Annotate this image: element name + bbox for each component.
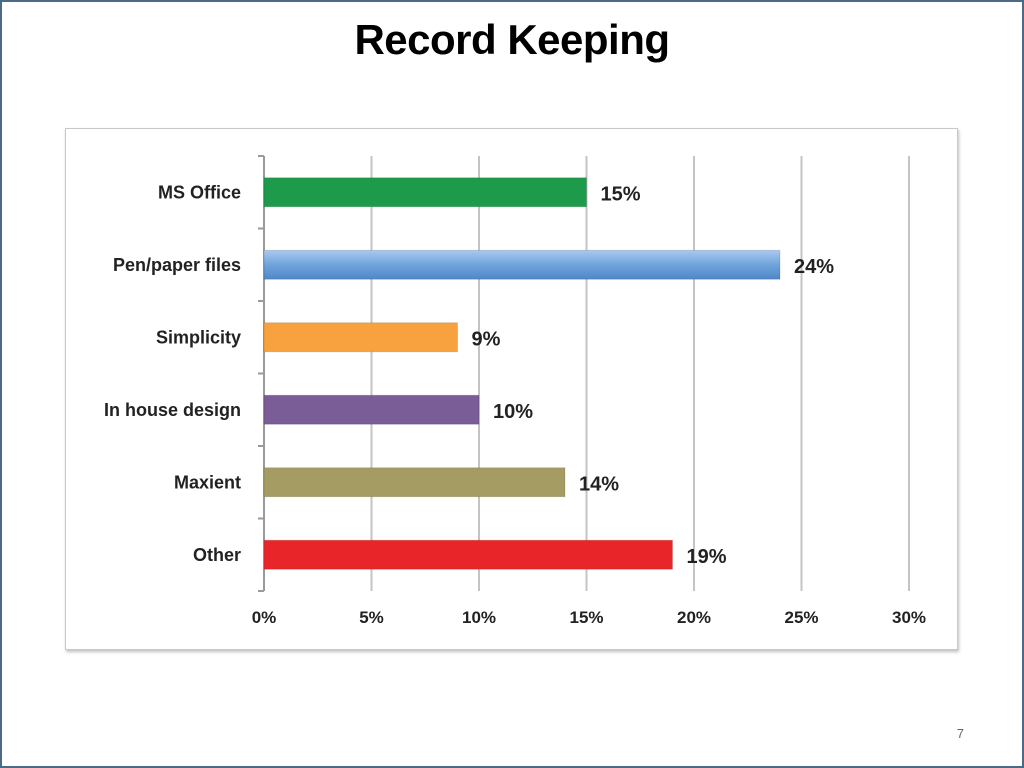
x-tick-label: 5%: [359, 608, 384, 627]
category-label: Other: [193, 545, 241, 565]
bars: [263, 177, 781, 570]
bar: [263, 322, 458, 353]
bar: [263, 467, 566, 498]
data-label: 9%: [472, 328, 501, 350]
data-label: 19%: [687, 546, 727, 568]
bar: [263, 249, 781, 280]
category-label: Maxient: [174, 472, 241, 492]
x-tick-label: 20%: [677, 608, 711, 627]
bar: [263, 539, 673, 570]
page-number: 7: [956, 726, 964, 741]
bar: [263, 394, 480, 425]
category-label: MS Office: [158, 182, 241, 202]
category-label: In house design: [104, 400, 241, 420]
data-label: 15%: [601, 183, 641, 205]
category-axis: [258, 155, 264, 592]
category-label: Simplicity: [156, 327, 241, 347]
gridlines: [263, 156, 910, 591]
bar-chart: 0% 5% 10% 15% 20% 25% 30% MS Office 15% Pen/paper…: [104, 155, 926, 627]
category-label: Pen/paper files: [113, 255, 241, 275]
labels: 0% 5% 10% 15% 20% 25% 30% MS Office 15% Pen/paper…: [104, 182, 926, 627]
chart-frame: 0% 5% 10% 15% 20% 25% 30% MS Office 15% Pen/paper…: [65, 128, 958, 650]
x-tick-label: 0%: [252, 608, 277, 627]
data-label: 14%: [579, 473, 619, 495]
x-tick-label: 30%: [892, 608, 926, 627]
x-tick-label: 10%: [462, 608, 496, 627]
bar: [263, 177, 587, 208]
slide-title: Record Keeping: [354, 16, 670, 63]
data-label: 24%: [794, 256, 834, 278]
data-label: 10%: [493, 401, 533, 423]
x-tick-label: 15%: [569, 608, 603, 627]
x-tick-label: 25%: [784, 608, 818, 627]
